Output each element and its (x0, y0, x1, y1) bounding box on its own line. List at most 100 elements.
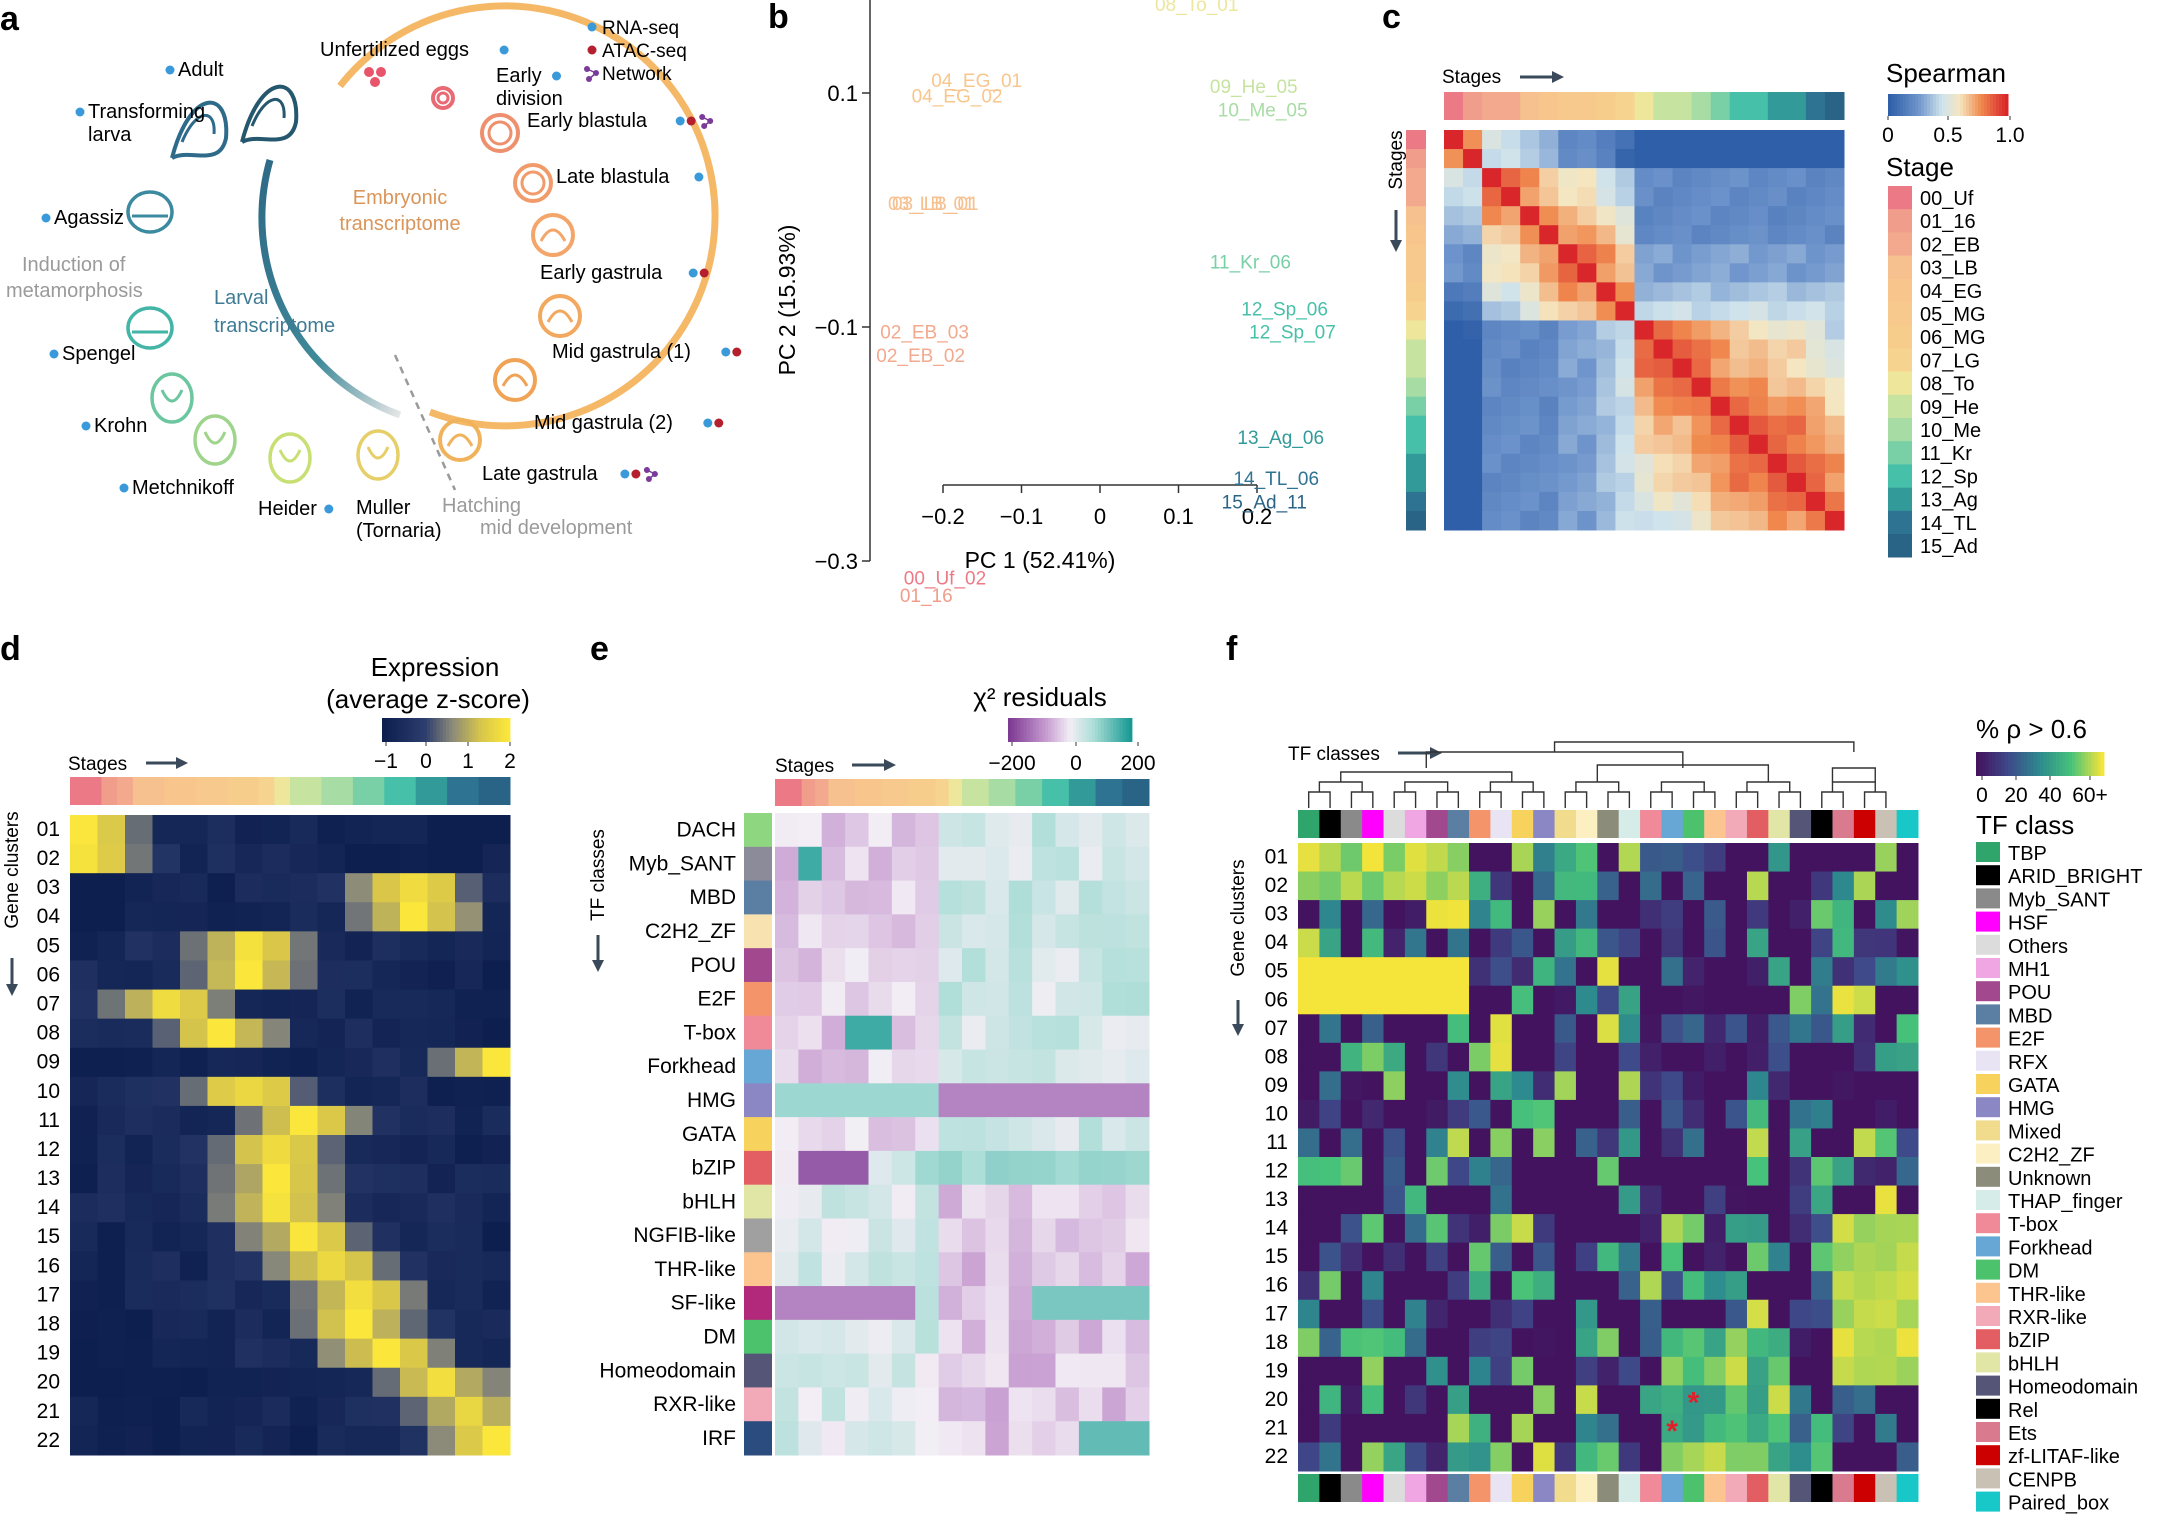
e-heat-cell (962, 880, 986, 915)
f-heat-cell (1490, 1185, 1513, 1215)
c-legend-label: 00_Uf (1920, 188, 1974, 210)
d-colorbar-seg (474, 718, 479, 742)
c-heat-cell (1501, 282, 1521, 302)
f-heat-cell (1811, 957, 1833, 987)
c-heat-cell (1520, 263, 1540, 283)
f-heat-cell (1682, 1128, 1705, 1158)
f-heat-cell (1661, 1356, 1684, 1386)
f-heat-cell (1490, 957, 1513, 987)
f-heat-cell (1768, 1071, 1791, 1101)
d-heat-cell (427, 902, 456, 932)
e-row-label: Homeodomain (599, 1359, 736, 1382)
e-heat-cell (845, 1319, 869, 1355)
f-heat-cell (1640, 928, 1662, 958)
f-heat-cell (1340, 1214, 1363, 1244)
c-heat-cell (1501, 510, 1521, 531)
e-heat-cell (845, 1049, 869, 1084)
d-heat-cell (97, 1309, 126, 1340)
c-heat-cell (1691, 339, 1712, 360)
f-heat-cell (1490, 1071, 1513, 1101)
c-heat-cell (1786, 434, 1807, 455)
c-heat-cell (1710, 282, 1731, 302)
f-class-bar-bottom (1832, 1474, 1855, 1502)
e-heat-cell (1008, 1117, 1033, 1152)
f-heat-cell (1533, 843, 1556, 873)
e-heat-cell (1055, 846, 1080, 882)
c-colorbar-seg (1966, 94, 1970, 116)
f-heat-cell (1896, 1157, 1919, 1187)
d-stage-block (258, 777, 275, 805)
f-heat-cell (1554, 1242, 1577, 1272)
d-colorbar-seg (401, 718, 405, 742)
e-heat-cell (915, 1353, 940, 1388)
c-heat-cell (1539, 282, 1559, 302)
e-heat-cell (1125, 1218, 1150, 1253)
f-heat-cell (1319, 1185, 1342, 1215)
f-heat-cell (1319, 1413, 1342, 1443)
e-heat-cell (798, 1252, 823, 1287)
f-heat-cell (1404, 1356, 1427, 1386)
d-heat-cell (427, 1280, 456, 1311)
d-heat-cell (290, 1164, 318, 1194)
f-heat-cell (1640, 871, 1662, 901)
c-heat-cell (1805, 320, 1826, 341)
f-class-bar-bottom (1298, 1474, 1320, 1502)
f-colorbar-seg (1985, 752, 1990, 776)
d-heat-cell (70, 1047, 98, 1078)
d-colorbar-seg (417, 718, 421, 742)
f-heat-cell (1682, 1299, 1705, 1329)
f-heat-cell (1789, 1185, 1812, 1215)
d-row-label: 18 (37, 1312, 60, 1335)
f-heat-cell (1661, 1271, 1684, 1301)
d-heat-cell (97, 1135, 126, 1165)
e-colorbar-seg (1020, 718, 1024, 742)
f-colorbar-seg (2049, 752, 2054, 776)
c-heat-cell (1805, 149, 1826, 169)
f-heat-cell (1768, 1128, 1791, 1158)
f-colorbar-seg (2011, 752, 2015, 776)
f-heat-cell (1618, 1299, 1641, 1329)
c-heat-cell (1615, 472, 1635, 493)
e-heat-cell (1125, 1421, 1150, 1456)
e-colorbar-seg (1060, 718, 1065, 742)
f-heat-cell (1661, 1157, 1684, 1187)
f-heat-cell (1511, 1014, 1534, 1044)
f-legend-swatch (1976, 1306, 2000, 1326)
f-heat-cell (1319, 1099, 1342, 1129)
f-class-bar-top (1533, 810, 1556, 838)
c-heat-cell (1729, 263, 1750, 283)
f-heat-cell (1789, 1442, 1812, 1472)
f-heat-cell (1875, 985, 1898, 1015)
f-heat-cell (1298, 900, 1320, 930)
c-heat-cell (1710, 187, 1731, 207)
c-heat-cell (1615, 320, 1635, 341)
f-heat-cell (1511, 985, 1534, 1015)
c-heat-cell (1520, 168, 1540, 188)
c-heat-cell (1672, 149, 1693, 169)
f-row-label: 11 (1266, 1131, 1288, 1154)
f-heat-cell (1362, 1042, 1385, 1072)
c-heat-cell (1672, 301, 1693, 321)
d-heat-cell (262, 1018, 291, 1049)
d-heat-cell (180, 873, 208, 903)
d-heat-cell (70, 989, 98, 1020)
f-heat-cell (1768, 1099, 1791, 1129)
c-heat-cell (1444, 434, 1464, 455)
f-heat-cell (1661, 1328, 1684, 1358)
d-heat-cell (345, 1338, 373, 1369)
f-dendro-branch (1831, 781, 1876, 792)
stage-icon-14 (126, 190, 174, 234)
e-heat-cell (1032, 981, 1056, 1017)
rna-marker (165, 65, 175, 75)
e-heat-cell (962, 1049, 986, 1084)
e-heat-cell (868, 1353, 893, 1388)
f-colorbar-label: 20 (2004, 784, 2027, 807)
c-heat-cell (1672, 339, 1693, 360)
f-heat-cell (1704, 1271, 1727, 1301)
e-heat-cell (1078, 1049, 1103, 1084)
b-point-label: 02_EB_02 (876, 346, 965, 367)
f-heat-cell (1490, 985, 1513, 1015)
c-heat-cell (1672, 282, 1693, 302)
c-heat-cell (1748, 377, 1769, 398)
f-heat-cell (1789, 1099, 1812, 1129)
